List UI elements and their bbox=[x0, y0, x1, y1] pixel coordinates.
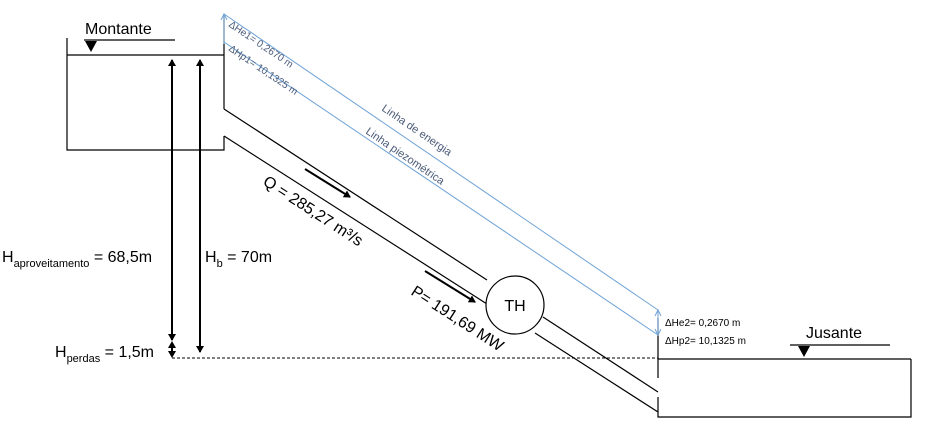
dhp2-label: ΔHp2= 10,1325 m bbox=[665, 336, 746, 347]
upstream-water-level-icon bbox=[85, 41, 97, 52]
dhe2-label: ΔHe2= 0,2670 m bbox=[665, 318, 740, 329]
upstream-label: Montante bbox=[85, 21, 152, 38]
flow-arrow-2 bbox=[424, 270, 476, 303]
downstream-reservoir bbox=[657, 318, 912, 418]
discharge-label: Q = 285,27 m³/s bbox=[260, 173, 366, 250]
turbine-circle bbox=[485, 275, 545, 335]
turbine-label: TH bbox=[504, 298, 525, 315]
head-bruta-label: Hb = 70m bbox=[205, 249, 272, 270]
head-perdas-label: Hperdas = 1,5m bbox=[55, 344, 154, 365]
downstream-water-level-icon bbox=[798, 346, 810, 357]
flow-arrow-1 bbox=[304, 168, 351, 198]
perdas-arrow-bottom-icon bbox=[168, 351, 176, 358]
penstock bbox=[223, 108, 659, 413]
energy-lines bbox=[224, 14, 658, 335]
downstream-label: Jusante bbox=[806, 325, 862, 342]
head-aproveitamento-label: Haproveitamento = 68,5m bbox=[2, 249, 152, 270]
perdas-arrow-top-icon bbox=[168, 341, 176, 348]
